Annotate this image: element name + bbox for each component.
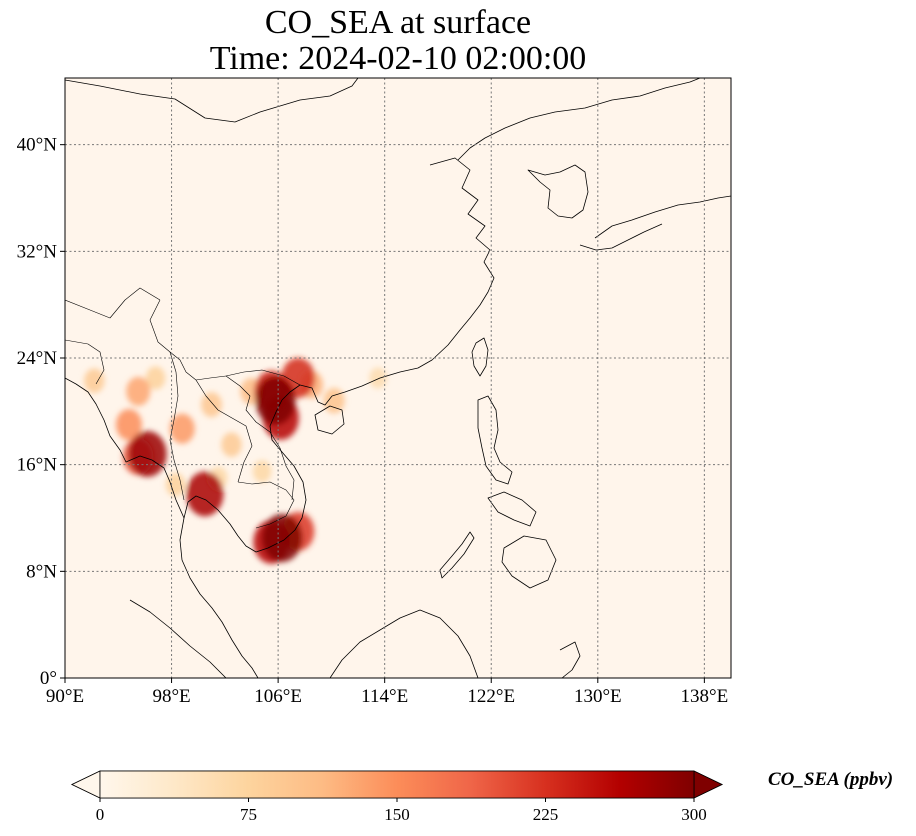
lon-tick-label: 114°E xyxy=(361,686,408,707)
gridlines xyxy=(65,78,731,678)
colorbar-tick-label: 300 xyxy=(681,805,707,824)
map-title-line1: CO_SEA at surface xyxy=(264,4,532,41)
northeast-coast-line xyxy=(457,78,701,161)
gulf-thailand-coast xyxy=(179,495,259,678)
hainan-coastline xyxy=(314,405,345,435)
colorbar-tick-label: 225 xyxy=(533,805,559,824)
border-myanmar-china xyxy=(149,299,227,381)
lat-tick-label: 16°N xyxy=(17,455,58,476)
lon-tick-label: 138°E xyxy=(681,686,729,707)
lat-tick-label: 24°N xyxy=(17,348,58,369)
map-title-line2: Time: 2024-02-10 02:00:00 xyxy=(209,40,587,77)
luzon-coastline xyxy=(477,395,513,485)
concentration-hotspot xyxy=(201,392,222,418)
visayas-coastline xyxy=(487,491,537,527)
gulf-tonkin-coast xyxy=(281,384,333,406)
border-thailand-laos xyxy=(195,379,253,483)
colorbar-tick-label: 75 xyxy=(240,805,257,824)
concentration-hotspot xyxy=(169,413,195,444)
sulawesi-coastline xyxy=(559,641,581,678)
palawan-coastline xyxy=(439,531,475,579)
map-background xyxy=(65,78,731,678)
taiwan-coastline xyxy=(471,337,489,377)
lon-tick-label: 106°E xyxy=(254,686,302,707)
china-coastline xyxy=(331,157,495,397)
andaman-coast xyxy=(65,377,185,519)
map-content xyxy=(65,78,731,678)
concentration-field xyxy=(84,357,387,564)
latitude-axis: 0° 8°N 16°N 24°N 32°N 40°N xyxy=(17,135,65,689)
lon-tick-label: 98°E xyxy=(152,686,190,707)
vietnam-coastline xyxy=(237,399,307,553)
korea-coastline xyxy=(527,164,589,219)
longitude-axis: 90°E 98°E 106°E 114°E 122°E 130°E 138°E xyxy=(46,678,728,707)
lat-tick-label: 0° xyxy=(40,668,57,689)
concentration-hotspot xyxy=(252,460,272,483)
lat-tick-label: 32°N xyxy=(17,241,58,262)
map-frame xyxy=(64,77,732,679)
colorbar-label: CO_SEA (ppbv) xyxy=(768,769,894,790)
colorbar-body xyxy=(99,770,695,799)
lon-tick-label: 130°E xyxy=(574,686,622,707)
japan-coastline xyxy=(594,195,731,239)
lat-tick-label: 40°N xyxy=(17,135,58,156)
northern-border-line xyxy=(65,78,359,123)
colorbar-ticks: 0 75 150 225 300 xyxy=(96,798,707,824)
concentration-hotspot xyxy=(84,368,105,393)
concentration-hotspot xyxy=(128,431,167,477)
concentration-hotspot xyxy=(115,409,142,441)
border-china-vietnam xyxy=(225,369,301,386)
lat-tick-label: 8°N xyxy=(26,561,57,582)
border-cambodia xyxy=(237,481,295,529)
colorbar-extend-min xyxy=(71,770,101,799)
concentration-hotspot xyxy=(221,432,242,457)
lon-tick-label: 122°E xyxy=(467,686,515,707)
border-bangladesh xyxy=(65,339,105,385)
concentration-hotspot xyxy=(186,471,224,517)
sumatra-coastline xyxy=(129,599,227,678)
concentration-hotspot xyxy=(369,367,387,389)
concentration-hotspot xyxy=(145,366,166,390)
mindanao-coastline xyxy=(501,535,557,589)
colorbar-tick-label: 0 xyxy=(96,805,105,824)
concentration-hotspot xyxy=(255,376,296,425)
japan-coastline-south xyxy=(579,223,663,251)
coastlines-and-borders xyxy=(65,78,731,678)
concentration-hotspot xyxy=(262,514,303,562)
border-india-myanmar xyxy=(65,287,161,319)
colorbar-extend-max xyxy=(693,770,723,799)
borneo-coastline xyxy=(329,609,479,678)
lon-tick-label: 90°E xyxy=(46,686,84,707)
colorbar: 0 75 150 225 300 xyxy=(71,770,723,824)
concentration-hotspot xyxy=(126,376,151,406)
border-laos-vietnam xyxy=(225,375,295,501)
concentration-hotspot xyxy=(165,472,186,497)
colorbar-tick-label: 150 xyxy=(384,805,410,824)
